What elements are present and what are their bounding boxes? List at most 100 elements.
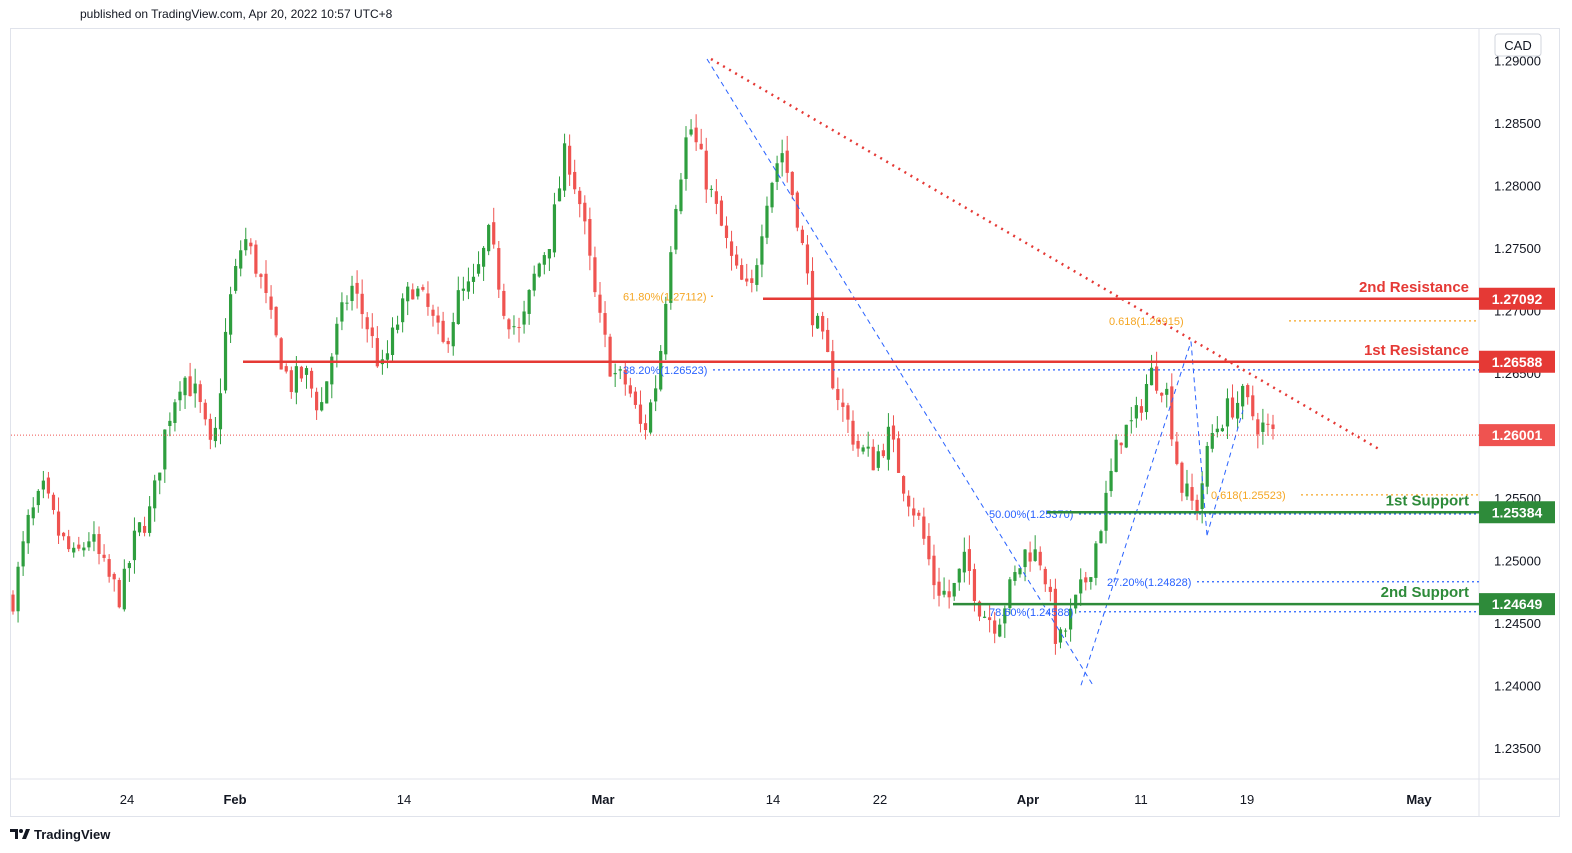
candle-body — [1251, 395, 1255, 417]
candle-body — [431, 309, 435, 316]
candle-body — [573, 171, 577, 190]
candle-body — [41, 480, 45, 490]
candle-body — [1099, 531, 1103, 544]
tradingview-footer[interactable]: TradingView — [10, 824, 110, 844]
candle-body — [1165, 388, 1169, 395]
candle-body — [881, 450, 885, 457]
candle-body — [932, 555, 936, 586]
candle-body — [375, 338, 379, 367]
time-tick-label: 24 — [120, 792, 134, 807]
candle-body — [1119, 442, 1123, 446]
price-chart[interactable]: CAD1.235001.240001.245001.250001.255001.… — [11, 29, 1559, 816]
candle-body — [244, 239, 248, 251]
candle-body — [795, 192, 799, 228]
candle-body — [56, 511, 61, 536]
candle-body — [831, 351, 835, 389]
candle-body — [1190, 487, 1194, 501]
candle-body — [1180, 462, 1184, 493]
candle-body — [1271, 424, 1275, 430]
candle-body — [902, 476, 906, 494]
candle-body — [249, 242, 253, 247]
candle-body — [942, 590, 946, 595]
candle-body — [552, 204, 557, 253]
candle-body — [704, 150, 708, 190]
candle-body — [476, 264, 481, 274]
candle-body — [254, 244, 258, 274]
candle-body — [117, 580, 121, 608]
candle-body — [1068, 608, 1073, 630]
candle-body — [1139, 406, 1144, 413]
candle-body — [294, 366, 298, 393]
candle-body — [390, 327, 395, 356]
candle-body — [765, 205, 769, 238]
candle-body — [694, 127, 698, 143]
candle-body — [142, 525, 147, 533]
candle-body — [1256, 419, 1260, 435]
candle-body — [896, 438, 901, 473]
chart-frame: CAD 1.23500 1.24000 1.24500 1.25000 1.25500 1.… — [10, 28, 1560, 817]
price-tick-label: 1.23500 — [1494, 741, 1541, 756]
candle-body — [335, 323, 339, 355]
candle-body — [1018, 568, 1022, 575]
candle-body — [234, 266, 238, 291]
candle-body — [962, 551, 966, 573]
candle-body — [861, 447, 865, 452]
candle-body — [866, 446, 870, 449]
candle-body — [598, 294, 602, 313]
candle-body — [982, 616, 987, 618]
candle-body — [395, 324, 400, 330]
candle-body — [967, 549, 971, 571]
candle-body — [153, 480, 157, 509]
currency-badge[interactable] — [1494, 33, 1542, 57]
time-tick-label: 14 — [397, 792, 411, 807]
published-caption: published on TradingView.com, Apr 20, 20… — [80, 7, 393, 21]
candle-body — [1220, 428, 1224, 432]
candle-body — [502, 290, 506, 316]
fib-level-label: 27.20%(1.24828) — [1107, 577, 1191, 589]
candle-body — [1155, 366, 1159, 391]
candle-body — [173, 402, 177, 423]
candle-body — [648, 402, 653, 433]
candle-body — [183, 377, 187, 396]
candle-body — [745, 278, 749, 282]
candle-body — [370, 327, 374, 337]
candle-body — [168, 420, 172, 427]
candle-body — [482, 247, 486, 267]
candle-body — [714, 191, 718, 204]
candle-body — [628, 385, 632, 394]
candle-body — [67, 536, 71, 550]
candle-body — [937, 581, 941, 596]
candle-body — [557, 188, 562, 202]
candle-body — [1094, 543, 1098, 578]
level-price-label: 1.26588 — [1492, 354, 1543, 370]
candle-body — [127, 563, 131, 569]
candle-body — [1144, 384, 1149, 413]
level-name-label: 2nd Support — [1381, 584, 1469, 601]
candle-body — [1246, 385, 1250, 398]
candle-body — [871, 446, 875, 471]
candle-body — [365, 317, 369, 330]
candle-body — [426, 293, 430, 307]
candle-body — [669, 252, 673, 303]
level-price-badge — [1479, 350, 1555, 373]
candle-body — [507, 319, 511, 330]
level-price-badge — [1479, 287, 1555, 310]
candle-body — [750, 278, 754, 283]
time-tick-label: Apr — [1017, 792, 1039, 807]
level-name-label: 2nd Resistance — [1359, 279, 1469, 296]
candle-body — [51, 494, 56, 510]
candle-body — [132, 530, 137, 561]
candle-body — [608, 336, 612, 377]
candle-body — [1114, 439, 1118, 472]
candle-body — [350, 285, 354, 302]
candle-body — [461, 288, 465, 291]
candle-body — [112, 573, 116, 580]
candle-body — [755, 265, 759, 285]
candle-body — [466, 281, 471, 292]
candle-body — [1241, 385, 1245, 407]
candle-body — [1048, 586, 1052, 592]
candle-body — [1185, 483, 1189, 497]
candle-body — [952, 582, 956, 597]
candle-body — [993, 620, 997, 634]
candle-body — [223, 331, 228, 391]
